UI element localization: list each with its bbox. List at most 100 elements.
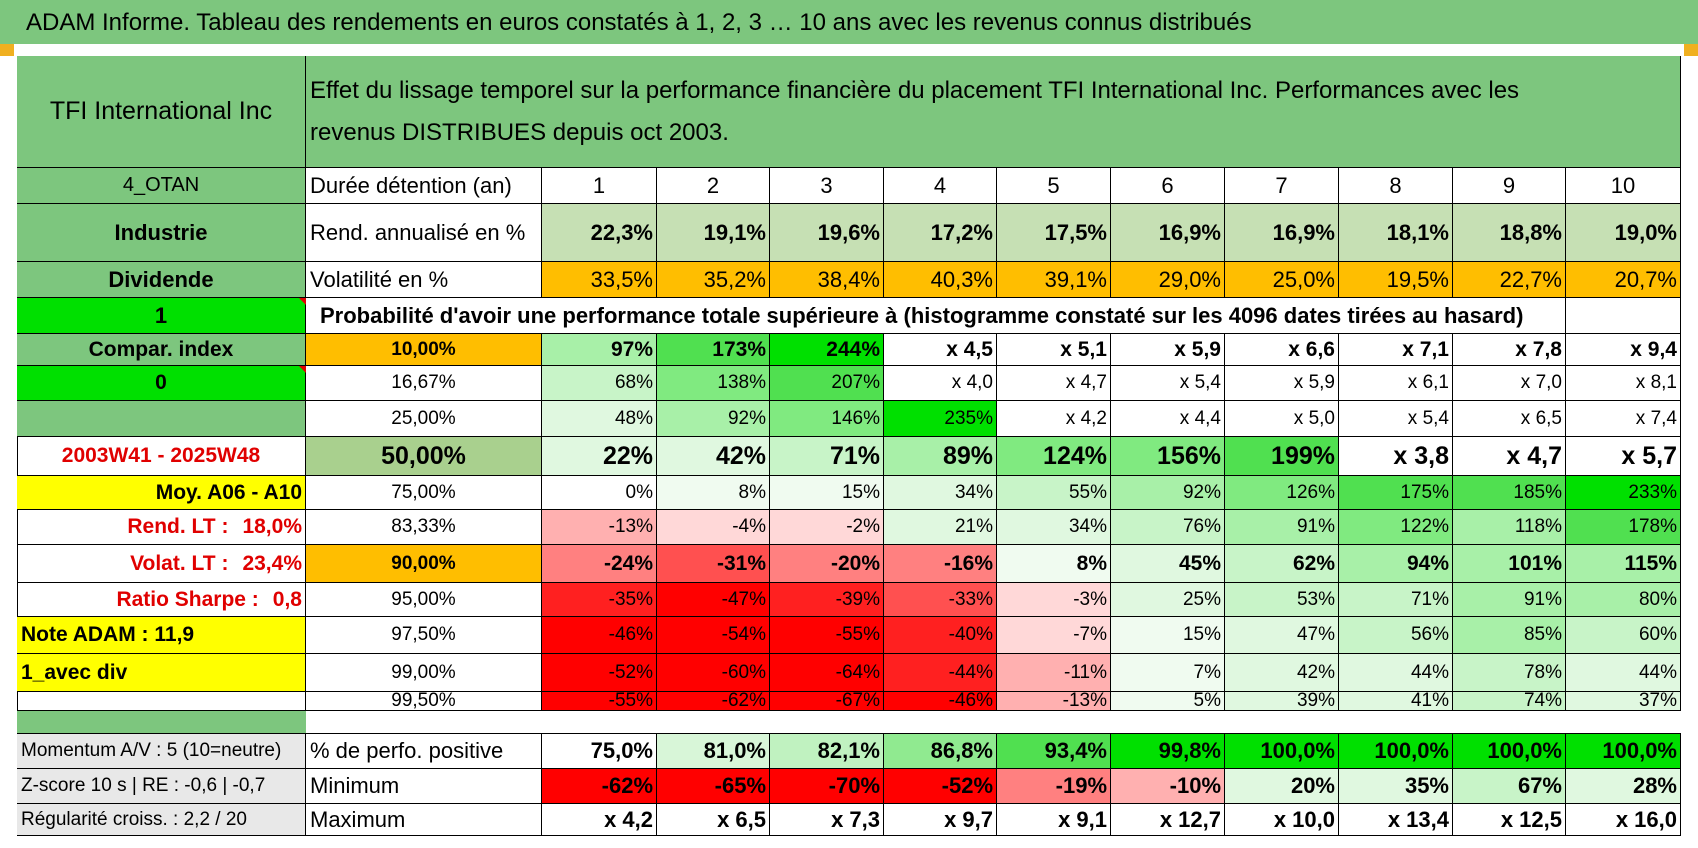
stat-label: Maximum bbox=[306, 804, 542, 836]
stat-value: 100,0% bbox=[1339, 734, 1453, 769]
vol-label: Volatilité en % bbox=[306, 262, 542, 298]
stat-value: 82,1% bbox=[770, 734, 884, 769]
vol-value: 38,4% bbox=[770, 262, 884, 298]
probability-value: 94% bbox=[1339, 545, 1453, 583]
probability-value: 118% bbox=[1453, 510, 1566, 545]
duree-value: 1 bbox=[542, 168, 657, 204]
duree-value: 5 bbox=[997, 168, 1111, 204]
probability-value: -13% bbox=[542, 510, 657, 545]
stat-value: x 9,1 bbox=[997, 804, 1111, 836]
duree-label: Durée détention (an) bbox=[306, 168, 542, 204]
probability-value: 15% bbox=[770, 476, 884, 510]
value-one-cell: 1 bbox=[17, 298, 306, 334]
probability-value: -2% bbox=[770, 510, 884, 545]
period-range: 2003W41 - 2025W48 bbox=[17, 437, 306, 476]
probability-value: 5% bbox=[1111, 692, 1225, 711]
vol-value: 25,0% bbox=[1225, 262, 1339, 298]
volat-lt: Volat. LT : 23,4% bbox=[17, 545, 306, 583]
comment-marker bbox=[299, 366, 306, 373]
probability-value: -40% bbox=[884, 617, 997, 654]
vol-value: 35,2% bbox=[657, 262, 770, 298]
probability-level: 75,00% bbox=[306, 476, 542, 510]
stat-value: 35% bbox=[1339, 769, 1453, 804]
rend-lt-value: 18,0% bbox=[242, 515, 302, 538]
probability-value: 146% bbox=[770, 401, 884, 437]
probability-value: -54% bbox=[657, 617, 770, 654]
momentum-indicator: Momentum A/V : 5 (10=neutre) bbox=[17, 734, 306, 769]
vol-value: 33,5% bbox=[542, 262, 657, 298]
probability-value: 115% bbox=[1566, 545, 1681, 583]
probability-value: -39% bbox=[770, 583, 884, 617]
duree-value: 7 bbox=[1225, 168, 1339, 204]
probability-value: x 4,2 bbox=[997, 401, 1111, 437]
rend-value: 19,1% bbox=[657, 204, 770, 262]
probability-value: -16% bbox=[884, 545, 997, 583]
probability-value: 8% bbox=[997, 545, 1111, 583]
stat-value: x 12,5 bbox=[1453, 804, 1566, 836]
probability-value: 76% bbox=[1111, 510, 1225, 545]
probability-value: 80% bbox=[1566, 583, 1681, 617]
stat-value: 20% bbox=[1225, 769, 1339, 804]
vol-value: 29,0% bbox=[1111, 262, 1225, 298]
probability-value: x 6,1 bbox=[1339, 366, 1453, 401]
stat-value: x 6,5 bbox=[657, 804, 770, 836]
compar-index-label: Compar. index bbox=[17, 334, 306, 366]
rend-value: 18,1% bbox=[1339, 204, 1453, 262]
company-name: TFI International Inc bbox=[17, 56, 306, 168]
probability-value: x 7,1 bbox=[1339, 334, 1453, 366]
probability-value: x 5,4 bbox=[1339, 401, 1453, 437]
rend-value: 17,5% bbox=[997, 204, 1111, 262]
corner-marker-right bbox=[1684, 44, 1698, 56]
volat-lt-value: 23,4% bbox=[242, 551, 302, 575]
probability-value: 7% bbox=[1111, 654, 1225, 692]
duree-value: 3 bbox=[770, 168, 884, 204]
stat-value: x 10,0 bbox=[1225, 804, 1339, 836]
table-left-border bbox=[17, 56, 18, 836]
probability-level: 25,00% bbox=[306, 401, 542, 437]
probability-value: 91% bbox=[1453, 583, 1566, 617]
probability-value: -44% bbox=[884, 654, 997, 692]
probability-value: 185% bbox=[1453, 476, 1566, 510]
probability-value: x 5,0 bbox=[1225, 401, 1339, 437]
probability-value: x 6,5 bbox=[1453, 401, 1566, 437]
probability-value: 39% bbox=[1225, 692, 1339, 711]
zscore-indicator: Z-score 10 s | RE : -0,6 | -0,7 bbox=[17, 769, 306, 804]
rend-value: 16,9% bbox=[1111, 204, 1225, 262]
stat-value: x 9,7 bbox=[884, 804, 997, 836]
rend-value: 16,9% bbox=[1225, 204, 1339, 262]
probability-value: 207% bbox=[770, 366, 884, 401]
probability-value: x 8,1 bbox=[1566, 366, 1681, 401]
stat-value: 86,8% bbox=[884, 734, 997, 769]
stat-value: -19% bbox=[997, 769, 1111, 804]
note-adam: Note ADAM : 11,9 bbox=[17, 617, 306, 654]
probability-value: 85% bbox=[1453, 617, 1566, 654]
probability-value: 47% bbox=[1225, 617, 1339, 654]
stat-label: Minimum bbox=[306, 769, 542, 804]
probability-value: x 4,7 bbox=[997, 366, 1111, 401]
probability-level: 50,00% bbox=[306, 437, 542, 476]
probability-value: -31% bbox=[657, 545, 770, 583]
probability-value: 74% bbox=[1453, 692, 1566, 711]
stat-value: 93,4% bbox=[997, 734, 1111, 769]
probability-value: 53% bbox=[1225, 583, 1339, 617]
rend-value: 22,3% bbox=[542, 204, 657, 262]
stat-value: -70% bbox=[770, 769, 884, 804]
probability-value: 0% bbox=[542, 476, 657, 510]
vol-value: 20,7% bbox=[1566, 262, 1681, 298]
probability-value: 244% bbox=[770, 334, 884, 366]
probability-value: 62% bbox=[1225, 545, 1339, 583]
duree-value: 4 bbox=[884, 168, 997, 204]
probability-value: -55% bbox=[542, 692, 657, 711]
probability-value: x 9,4 bbox=[1566, 334, 1681, 366]
probability-value: 68% bbox=[542, 366, 657, 401]
probability-value: -64% bbox=[770, 654, 884, 692]
empty-cell bbox=[1566, 298, 1681, 334]
stat-value: 75,0% bbox=[542, 734, 657, 769]
moy-label: Moy. A06 - A10 bbox=[17, 476, 306, 510]
probability-value: 138% bbox=[657, 366, 770, 401]
probability-value: -4% bbox=[657, 510, 770, 545]
spacer-band bbox=[17, 711, 306, 733]
duree-value: 8 bbox=[1339, 168, 1453, 204]
probability-value: 92% bbox=[1111, 476, 1225, 510]
probability-value: 37% bbox=[1566, 692, 1681, 711]
